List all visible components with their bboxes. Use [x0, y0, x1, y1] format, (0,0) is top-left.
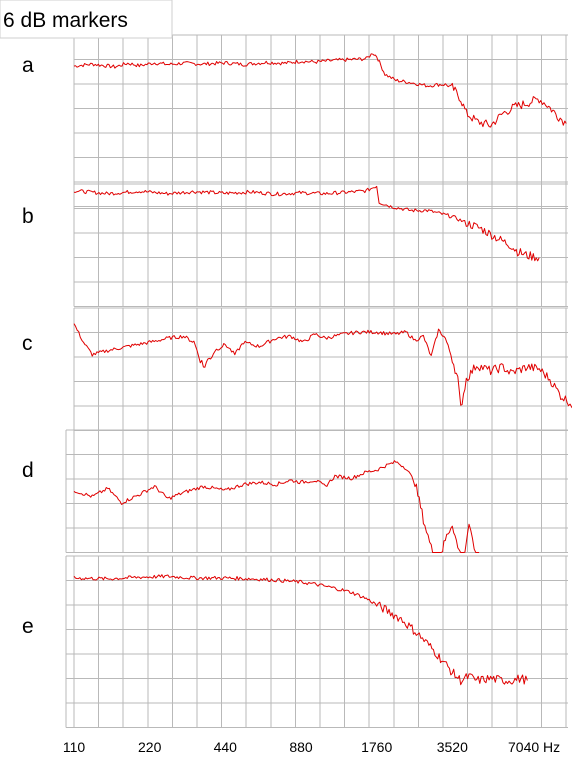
x-tick-label: 440	[214, 739, 238, 755]
trace-panel-c	[73, 323, 572, 409]
panel-labels: a b c d e	[22, 54, 34, 638]
x-tick-label: 880	[289, 739, 313, 755]
x-axis-tick-labels: 110 220 440 880 1760 3520 7040 Hz	[63, 739, 560, 755]
title-box-group: 6 dB markers	[0, 0, 173, 39]
trace-panel-d	[73, 460, 480, 553]
x-tick-label: 110	[63, 739, 86, 755]
panel-label-c: c	[22, 332, 33, 355]
panel-label-a: a	[22, 54, 34, 77]
x-tick-label: 3520	[437, 739, 468, 755]
title-box	[0, 0, 173, 39]
trace-panel-b	[73, 185, 540, 262]
x-tick-label: 220	[138, 739, 162, 755]
panel-label-d: d	[22, 459, 34, 482]
chart-title: 6 dB markers	[3, 9, 128, 32]
panel-label-e: e	[22, 615, 34, 638]
response-traces	[73, 53, 572, 686]
x-tick-label: 1760	[361, 739, 392, 755]
trace-panel-a	[73, 53, 567, 128]
panel-grids	[65, 34, 568, 728]
panel-label-b: b	[22, 205, 34, 228]
x-tick-label: 7040 Hz	[508, 739, 560, 755]
trace-panel-e	[73, 574, 528, 686]
